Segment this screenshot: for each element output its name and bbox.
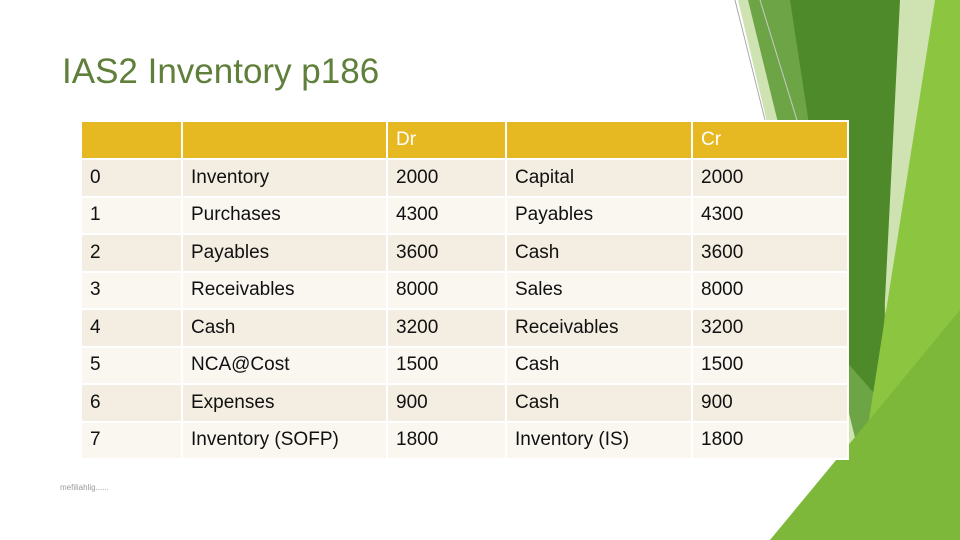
cell-dr-account: Expenses (181, 383, 388, 423)
cell-dr-account: Cash (181, 308, 388, 348)
header-cell-step (80, 120, 183, 160)
cell-dr-amount: 3600 (386, 233, 507, 273)
cell-step: 0 (80, 158, 183, 198)
table-header-row: Dr Cr (80, 120, 849, 160)
table-row: 7 Inventory (SOFP) 1800 Inventory (IS) 1… (80, 420, 849, 460)
cell-step: 5 (80, 345, 183, 385)
cell-cr-amount: 900 (691, 383, 849, 423)
cell-step: 7 (80, 420, 183, 460)
deco-line (734, 0, 771, 141)
cell-dr-account: Payables (181, 233, 388, 273)
deco-shape-bottom (770, 310, 960, 540)
cell-dr-account: Inventory (181, 158, 388, 198)
cell-cr-account: Capital (505, 158, 693, 198)
cell-step: 3 (80, 270, 183, 310)
cell-dr-account: Receivables (181, 270, 388, 310)
cell-cr-account: Sales (505, 270, 693, 310)
cell-dr-amount: 1500 (386, 345, 507, 385)
cell-dr-amount: 900 (386, 383, 507, 423)
cell-cr-account: Cash (505, 233, 693, 273)
cell-dr-account: NCA@Cost (181, 345, 388, 385)
header-cell-cr-account (505, 120, 693, 160)
slide-title: IAS2 Inventory p186 (62, 52, 380, 91)
table-row: 0 Inventory 2000 Capital 2000 (80, 158, 849, 198)
cell-step: 6 (80, 383, 183, 423)
cell-dr-amount: 4300 (386, 195, 507, 235)
cell-cr-account: Receivables (505, 308, 693, 348)
header-cell-cr: Cr (691, 120, 849, 160)
cell-cr-amount: 3600 (691, 233, 849, 273)
cell-dr-amount: 1800 (386, 420, 507, 460)
table-row: 3 Receivables 8000 Sales 8000 (80, 270, 849, 310)
cell-cr-amount: 4300 (691, 195, 849, 235)
deco-line (759, 0, 801, 131)
table-row: 1 Purchases 4300 Payables 4300 (80, 195, 849, 235)
header-cell-dr-account (181, 120, 388, 160)
cell-cr-amount: 3200 (691, 308, 849, 348)
cell-cr-amount: 1800 (691, 420, 849, 460)
slide-footer: mefiliahlig...... (60, 483, 109, 492)
cell-cr-amount: 2000 (691, 158, 849, 198)
cell-cr-account: Inventory (IS) (505, 420, 693, 460)
cell-cr-account: Cash (505, 345, 693, 385)
header-cell-dr: Dr (386, 120, 507, 160)
cell-cr-account: Payables (505, 195, 693, 235)
cell-step: 2 (80, 233, 183, 273)
table-row: 2 Payables 3600 Cash 3600 (80, 233, 849, 273)
cell-dr-account: Purchases (181, 195, 388, 235)
cell-cr-account: Cash (505, 383, 693, 423)
table-row: 5 NCA@Cost 1500 Cash 1500 (80, 345, 849, 385)
cell-cr-amount: 1500 (691, 345, 849, 385)
cell-dr-amount: 8000 (386, 270, 507, 310)
cell-dr-amount: 2000 (386, 158, 507, 198)
cell-dr-account: Inventory (SOFP) (181, 420, 388, 460)
cell-cr-amount: 8000 (691, 270, 849, 310)
table-row: 6 Expenses 900 Cash 900 (80, 383, 849, 423)
cell-step: 1 (80, 195, 183, 235)
ledger-table: Dr Cr 0 Inventory 2000 Capital 2000 1 Pu… (80, 120, 849, 460)
cell-dr-amount: 3200 (386, 308, 507, 348)
table-row: 4 Cash 3200 Receivables 3200 (80, 308, 849, 348)
cell-step: 4 (80, 308, 183, 348)
